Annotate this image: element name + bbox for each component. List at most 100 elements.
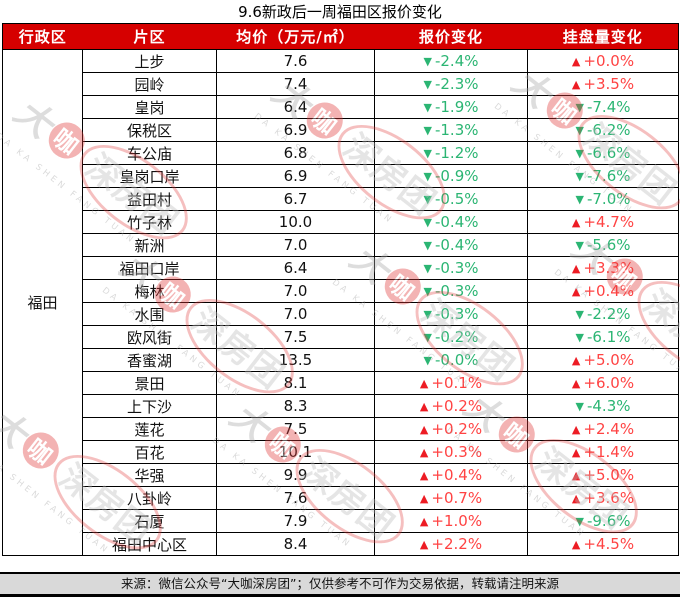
price-cell: 7.0 [216,302,375,326]
quote-change-cell: ▼ -0.3% [374,302,528,326]
down-arrow-icon: ▼ [423,124,432,137]
listing-change-cell: ▼ -6.6% [527,141,679,165]
listing-change-cell: ▲ +3.3% [527,256,679,280]
table-body: 福田 上步 7.6 ▼ -2.4% ▲ +0.0% 园岭 7.4 ▼ -2.3% ▲ +3.5% 皇岗 6.… [2,49,679,556]
change-value: +0.7% [431,489,483,507]
down-arrow-icon: ▼ [575,239,584,252]
change-value: +0.4% [431,466,483,484]
quote-change-cell: ▲ +1.0% [374,509,528,533]
down-arrow-icon: ▼ [423,308,432,321]
area-cell: 水围 [82,302,217,326]
change-value: +6.0% [583,374,635,392]
price-cell: 7.6 [216,49,375,73]
table-row: 华强 9.9 ▲ +0.4% ▲ +5.0% [3,463,679,487]
change-value: +0.2% [431,397,483,415]
up-arrow-icon: ▲ [571,446,581,459]
change-value: +1.0% [431,512,483,530]
down-arrow-icon: ▼ [423,216,432,229]
source-footer: 来源：微信公众号“大咖深房团”；仅供参考不可作为交易依据，转载请注明来源 [0,572,680,597]
area-cell: 石厦 [82,509,217,533]
listing-change-cell: ▼ -4.3% [527,394,679,418]
listing-change-cell: ▲ +4.7% [527,210,679,234]
change-value: -4.3% [586,397,631,415]
price-cell: 7.5 [216,417,375,441]
table-row: 车公庙 6.8 ▼ -1.2% ▼ -6.6% [3,141,679,165]
change-value: -7.6% [586,167,631,185]
change-value: -0.2% [434,328,479,346]
down-arrow-icon: ▼ [423,55,432,68]
price-table: 行政区 片区 均价（万元/㎡） 报价变化 挂盘量变化 福田 上步 7.6 ▼ -2.4%… [2,23,679,556]
table-row: 新洲 7.0 ▼ -0.4% ▼ -5.6% [3,233,679,257]
up-arrow-icon: ▲ [419,446,429,459]
change-value: -2.4% [434,52,479,70]
up-arrow-icon: ▲ [419,377,429,390]
listing-change-cell: ▼ -7.0% [527,187,679,211]
listing-change-cell: ▼ -6.2% [527,118,679,142]
up-arrow-icon: ▲ [571,216,581,229]
area-cell: 上下沙 [82,394,217,418]
table-row: 百花 10.1 ▲ +0.3% ▲ +1.4% [3,440,679,464]
source-text: 来源：微信公众号“大咖深房团”；仅供参考不可作为交易依据，转载请注明来源 [121,576,559,591]
area-cell: 益田村 [82,187,217,211]
change-value: +0.0% [583,52,635,70]
up-arrow-icon: ▲ [571,285,581,298]
change-value: -1.9% [434,98,479,116]
change-value: -7.4% [586,98,631,116]
area-cell: 车公庙 [82,141,217,165]
area-cell: 皇岗 [82,95,217,119]
price-cell: 7.5 [216,325,375,349]
price-cell: 8.1 [216,371,375,395]
up-arrow-icon: ▲ [571,492,581,505]
down-arrow-icon: ▼ [423,78,432,91]
listing-change-cell: ▼ -7.6% [527,164,679,188]
quote-change-cell: ▲ +0.4% [374,463,528,487]
down-arrow-icon: ▼ [423,170,432,183]
change-value: -1.2% [434,144,479,162]
change-value: -0.9% [434,167,479,185]
quote-change-cell: ▼ -0.3% [374,256,528,280]
col-header-quote-change: 报价变化 [374,23,528,50]
quote-change-cell: ▼ -0.5% [374,187,528,211]
quote-change-cell: ▼ -1.9% [374,95,528,119]
table-row: 竹子林 10.0 ▼ -0.4% ▲ +4.7% [3,210,679,234]
change-value: -0.3% [434,259,479,277]
quote-change-cell: ▲ +0.2% [374,417,528,441]
down-arrow-icon: ▼ [575,331,584,344]
table-row: 景田 8.1 ▲ +0.1% ▲ +6.0% [3,371,679,395]
change-value: +2.4% [583,420,635,438]
quote-change-cell: ▼ -1.2% [374,141,528,165]
price-cell: 7.4 [216,72,375,96]
quote-change-cell: ▼ -1.3% [374,118,528,142]
area-cell: 华强 [82,463,217,487]
down-arrow-icon: ▼ [575,101,584,114]
up-arrow-icon: ▲ [571,538,581,551]
col-header-price: 均价（万元/㎡） [216,23,375,50]
price-cell: 13.5 [216,348,375,372]
change-value: +0.4% [583,282,635,300]
table-row: 益田村 6.7 ▼ -0.5% ▼ -7.0% [3,187,679,211]
change-value: -0.5% [434,190,479,208]
price-cell: 6.4 [216,95,375,119]
change-value: -2.3% [434,75,479,93]
quote-change-cell: ▼ -0.3% [374,279,528,303]
down-arrow-icon: ▼ [423,101,432,114]
up-arrow-icon: ▲ [571,377,581,390]
change-value: -0.3% [434,282,479,300]
change-value: +3.6% [583,489,635,507]
quote-change-cell: ▼ -0.4% [374,233,528,257]
listing-change-cell: ▼ -7.4% [527,95,679,119]
change-value: +0.2% [431,420,483,438]
table-row: 梅林 7.0 ▼ -0.3% ▲ +0.4% [3,279,679,303]
area-cell: 保税区 [82,118,217,142]
price-cell: 7.9 [216,509,375,533]
quote-change-cell: ▼ -2.4% [374,49,528,73]
quote-change-cell: ▲ +0.3% [374,440,528,464]
area-cell: 欧风街 [82,325,217,349]
up-arrow-icon: ▲ [571,423,581,436]
down-arrow-icon: ▼ [575,147,584,160]
price-cell: 10.0 [216,210,375,234]
col-header-district: 行政区 [2,23,83,50]
listing-change-cell: ▲ +0.0% [527,49,679,73]
area-cell: 梅林 [82,279,217,303]
